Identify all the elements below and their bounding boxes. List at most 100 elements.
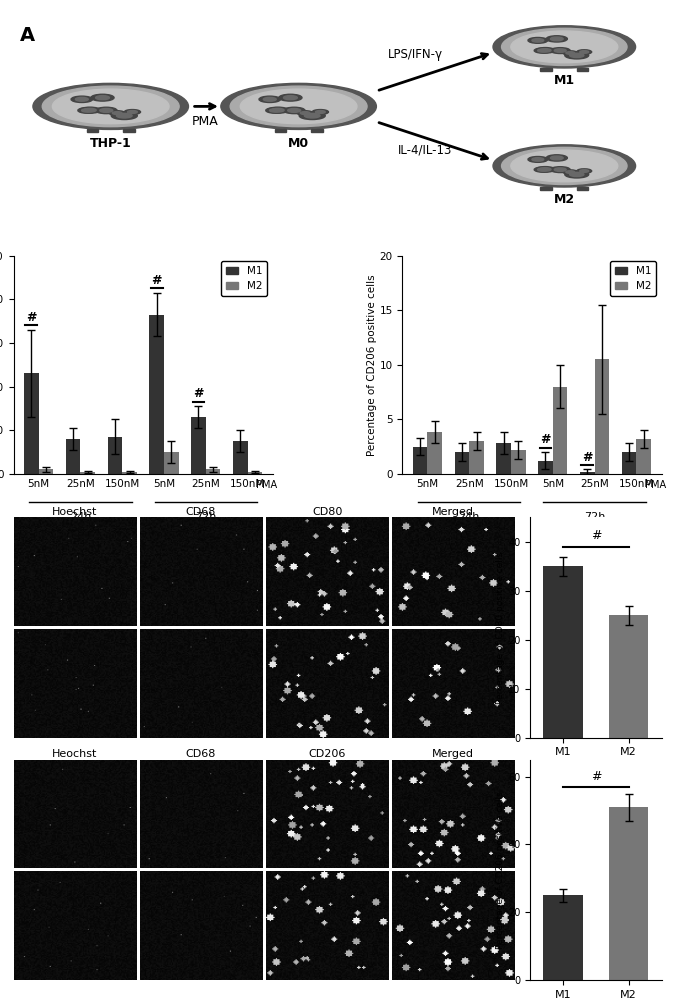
Title: CD68: CD68 — [186, 507, 216, 517]
Bar — [576, 187, 589, 190]
Text: #: # — [193, 387, 204, 400]
Circle shape — [109, 111, 125, 115]
Circle shape — [304, 113, 320, 118]
Circle shape — [91, 94, 114, 101]
Circle shape — [76, 97, 88, 101]
Text: M1: M1 — [554, 74, 575, 87]
Circle shape — [580, 51, 589, 53]
Bar — [275, 129, 286, 132]
Circle shape — [546, 36, 568, 42]
Circle shape — [299, 112, 325, 120]
Circle shape — [550, 48, 570, 54]
Text: THP-1: THP-1 — [90, 137, 132, 150]
Title: CD80: CD80 — [312, 507, 342, 517]
Bar — [543, 895, 583, 980]
Circle shape — [540, 168, 551, 171]
Circle shape — [566, 171, 574, 173]
Circle shape — [537, 49, 548, 52]
Bar — [248, 472, 263, 474]
Bar — [80, 472, 95, 474]
Circle shape — [537, 168, 548, 171]
Bar — [206, 469, 221, 474]
Circle shape — [43, 86, 179, 127]
Circle shape — [502, 147, 627, 185]
Bar — [65, 439, 80, 474]
Legend: M1, M2: M1, M2 — [221, 261, 267, 296]
Text: #: # — [582, 451, 593, 464]
Circle shape — [554, 49, 566, 52]
Bar — [24, 373, 38, 474]
Circle shape — [71, 96, 92, 102]
Circle shape — [300, 112, 310, 114]
Circle shape — [493, 26, 636, 68]
Text: 24h: 24h — [458, 512, 480, 522]
Circle shape — [511, 31, 618, 63]
Circle shape — [550, 156, 563, 160]
Circle shape — [95, 107, 117, 114]
Text: #: # — [540, 433, 551, 446]
Text: 24h: 24h — [70, 512, 91, 522]
Circle shape — [565, 52, 589, 59]
Circle shape — [112, 112, 122, 114]
Circle shape — [576, 169, 592, 173]
Text: LPS/IFN-γ: LPS/IFN-γ — [387, 48, 443, 61]
Circle shape — [550, 167, 570, 173]
Circle shape — [511, 150, 618, 182]
Title: CD206: CD206 — [308, 749, 346, 759]
Bar — [191, 417, 206, 474]
Circle shape — [532, 39, 544, 42]
Circle shape — [259, 96, 281, 102]
Circle shape — [84, 108, 96, 112]
Circle shape — [528, 157, 547, 162]
Bar — [543, 566, 583, 738]
Title: Heochst: Heochst — [52, 749, 97, 759]
Bar — [427, 432, 442, 474]
Circle shape — [230, 86, 367, 127]
Circle shape — [546, 155, 568, 161]
Bar — [609, 615, 649, 738]
Circle shape — [297, 111, 313, 115]
Title: Merged: Merged — [432, 749, 475, 759]
Circle shape — [53, 89, 169, 124]
Bar — [609, 807, 649, 980]
Bar — [576, 68, 589, 71]
Circle shape — [570, 172, 584, 177]
Text: #: # — [151, 274, 162, 287]
Circle shape — [532, 158, 544, 161]
Text: 72h: 72h — [195, 512, 217, 522]
Bar — [107, 437, 122, 474]
Bar — [38, 469, 53, 474]
Bar — [580, 472, 595, 474]
Circle shape — [82, 109, 92, 112]
Bar — [496, 443, 511, 474]
Circle shape — [534, 48, 551, 53]
Circle shape — [528, 37, 547, 43]
Title: Hoechst: Hoechst — [52, 507, 97, 517]
Text: 72h: 72h — [584, 512, 605, 522]
Circle shape — [117, 113, 132, 118]
Text: PMA: PMA — [256, 480, 277, 490]
Circle shape — [100, 109, 113, 112]
Bar — [637, 439, 651, 474]
Bar — [540, 187, 552, 190]
Text: M0: M0 — [288, 137, 309, 150]
Circle shape — [580, 170, 589, 172]
Circle shape — [570, 53, 584, 58]
Circle shape — [269, 109, 281, 112]
Circle shape — [80, 107, 101, 113]
Circle shape — [111, 112, 137, 120]
Circle shape — [221, 83, 377, 129]
Text: A: A — [20, 26, 35, 45]
Circle shape — [272, 108, 284, 112]
Circle shape — [263, 97, 276, 101]
Circle shape — [565, 171, 589, 178]
Y-axis label: Percentage of CD206 positive cells: Percentage of CD206 positive cells — [496, 791, 506, 949]
Circle shape — [124, 110, 140, 114]
Circle shape — [128, 111, 137, 113]
Circle shape — [240, 89, 357, 124]
Circle shape — [536, 167, 555, 172]
Circle shape — [566, 52, 574, 54]
Bar — [122, 472, 137, 474]
Bar — [454, 452, 469, 474]
Bar — [469, 441, 484, 474]
